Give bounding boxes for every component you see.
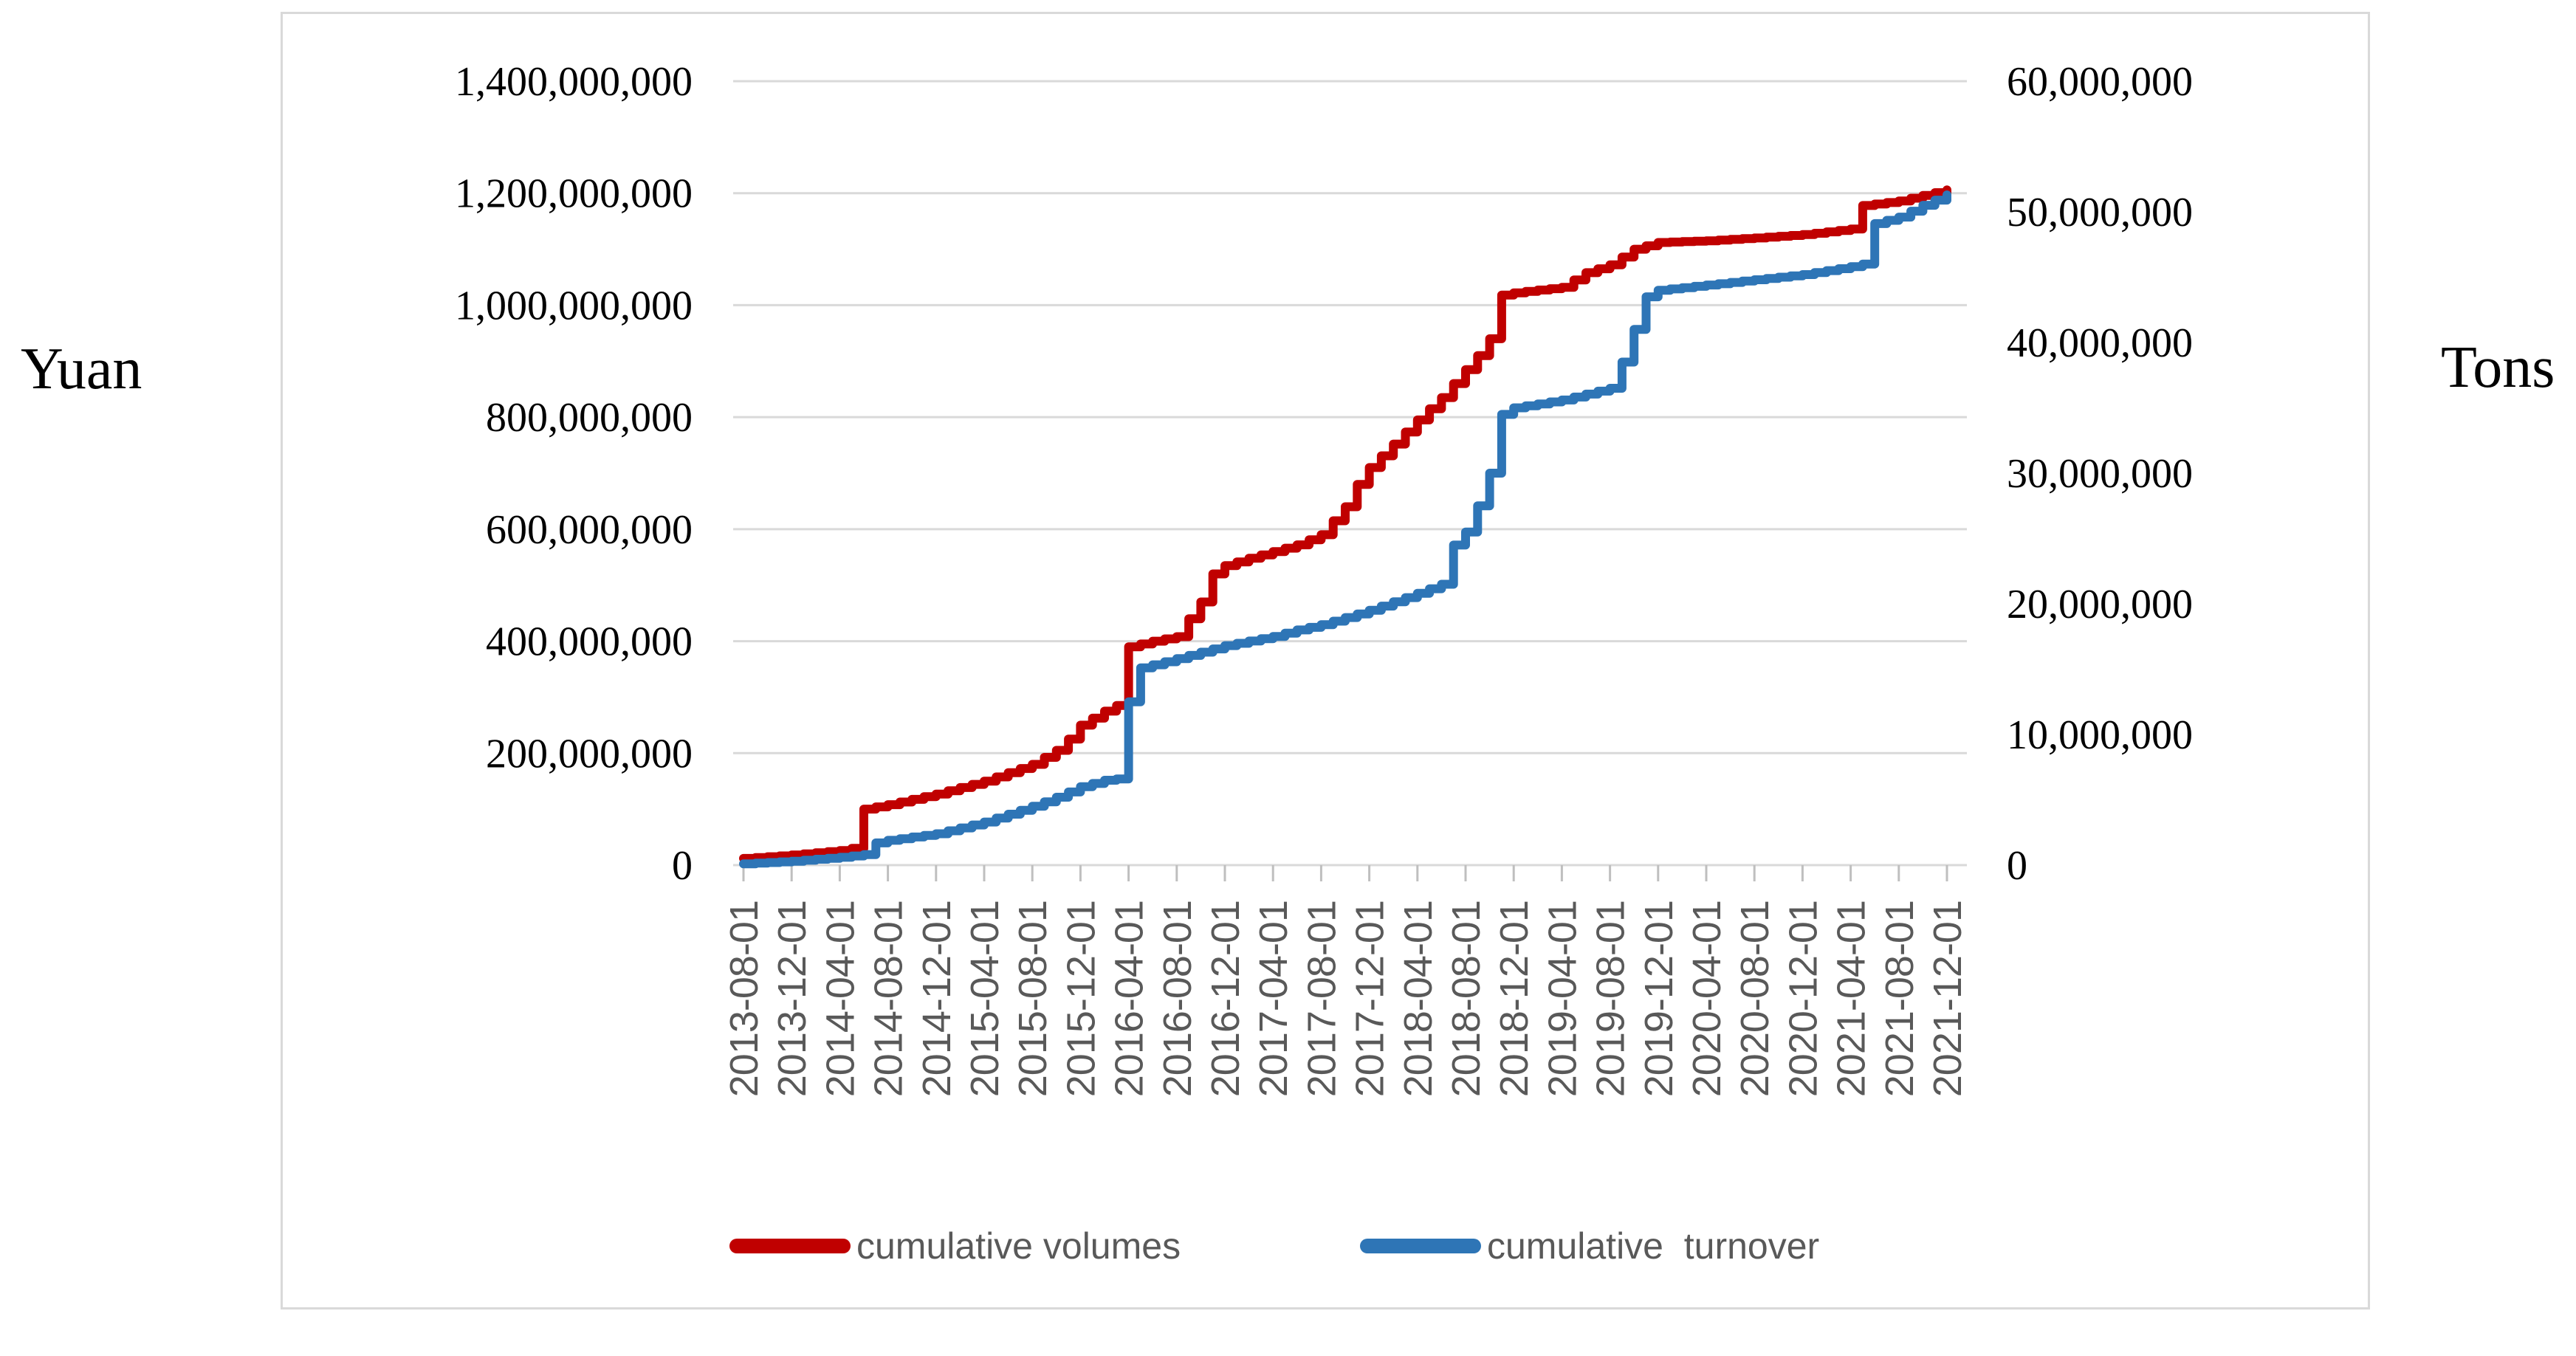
- x-axis-tick-label: 2016-04-01: [1107, 901, 1152, 1097]
- legend-item-cumulative-volumes: cumulative volumes: [729, 1225, 1181, 1267]
- left-axis-tick-label: 1,000,000,000: [455, 283, 693, 328]
- legend-label-cumulative-volumes: cumulative volumes: [856, 1225, 1181, 1267]
- chart-legend: cumulative volumes cumulative turnover: [0, 1225, 2576, 1280]
- x-axis-tick-label: 2017-08-01: [1299, 901, 1344, 1097]
- x-axis-tick-label: 2018-08-01: [1444, 901, 1488, 1097]
- x-axis-tick-label: 2018-04-01: [1396, 901, 1440, 1097]
- x-axis-tick-label: 2017-12-01: [1348, 901, 1392, 1097]
- left-axis-tick-label: 1,400,000,000: [455, 59, 693, 105]
- x-axis-tick-label: 2020-12-01: [1781, 901, 1825, 1097]
- left-axis-tick-label: 400,000,000: [486, 619, 693, 665]
- x-axis-tick-label: 2020-04-01: [1685, 901, 1729, 1097]
- legend-swatch-red-line: [729, 1239, 851, 1253]
- right-axis-tick-label: 40,000,000: [2007, 320, 2193, 366]
- x-axis-tick-label: 2021-08-01: [1878, 901, 1922, 1097]
- x-axis-tick-label: 2016-12-01: [1203, 901, 1248, 1097]
- series-line-cumulative-volumes: [739, 185, 1951, 863]
- x-axis-tick-label: 2014-04-01: [818, 901, 862, 1097]
- left-axis-tick-label: 600,000,000: [486, 507, 693, 553]
- legend-swatch-blue-line: [1360, 1239, 1481, 1253]
- x-axis-tick-label: 2021-12-01: [1926, 901, 1970, 1097]
- x-axis-tick-label: 2016-08-01: [1155, 901, 1200, 1097]
- left-axis-unit-label: Yuan: [21, 337, 142, 402]
- x-axis-tick-label: 2021-04-01: [1830, 901, 1874, 1097]
- right-axis-tick-label: 50,000,000: [2007, 190, 2193, 235]
- series-line-cumulative-turnover: [739, 190, 1951, 869]
- x-axis-tick-label: 2015-12-01: [1059, 901, 1103, 1097]
- left-axis-tick-label: 0: [672, 843, 693, 889]
- x-axis-tick-label: 2019-04-01: [1540, 901, 1584, 1097]
- x-axis-tick-label: 2019-08-01: [1589, 901, 1633, 1097]
- left-axis-tick-label: 200,000,000: [486, 731, 693, 777]
- x-axis-tick-label: 2013-12-01: [770, 901, 814, 1097]
- legend-item-cumulative-turnover: cumulative turnover: [1360, 1225, 1820, 1267]
- x-axis-tick-label: 2018-12-01: [1492, 901, 1536, 1097]
- x-axis-tick-label: 2017-04-01: [1251, 901, 1296, 1097]
- right-axis-tick-label: 10,000,000: [2007, 712, 2193, 758]
- x-axis-tick-label: 2015-08-01: [1011, 901, 1055, 1097]
- x-axis-tick-label: 2013-08-01: [722, 901, 766, 1097]
- right-axis-tick-label: 60,000,000: [2007, 59, 2193, 105]
- chart-frame: [281, 12, 2370, 1309]
- right-axis-tick-label: 0: [2007, 843, 2027, 889]
- x-axis-tick-label: 2019-12-01: [1637, 901, 1681, 1097]
- right-axis-unit-label: Tons: [2441, 335, 2555, 400]
- x-axis-tick-label: 2015-04-01: [963, 901, 1007, 1097]
- x-axis-tick-label: 2014-12-01: [915, 901, 959, 1097]
- legend-label-cumulative-turnover: cumulative turnover: [1487, 1225, 1820, 1267]
- left-axis-tick-label: 800,000,000: [486, 395, 693, 441]
- right-axis-tick-label: 20,000,000: [2007, 582, 2193, 627]
- x-axis-tick-label: 2014-08-01: [867, 901, 911, 1097]
- right-axis-tick-label: 30,000,000: [2007, 451, 2193, 497]
- left-axis-tick-label: 1,200,000,000: [455, 171, 693, 217]
- x-axis-tick-label: 2020-08-01: [1733, 901, 1777, 1097]
